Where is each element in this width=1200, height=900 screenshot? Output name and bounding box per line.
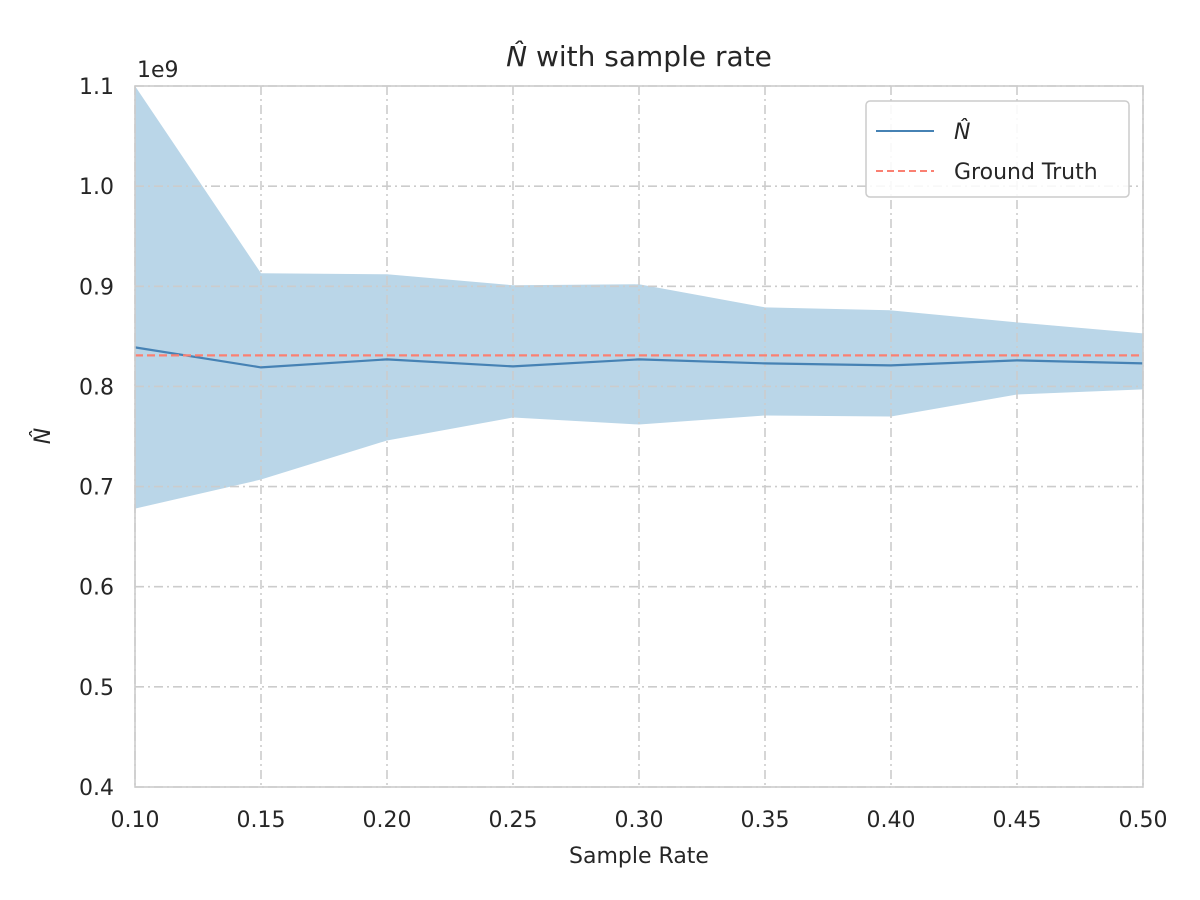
y-tick-label: 0.8 [79,375,114,400]
x-tick-label: 0.50 [1119,808,1168,833]
x-tick-label: 0.15 [237,808,286,833]
y-tick-label: 0.4 [79,776,114,801]
plot-area: 0.10 0.15 0.20 0.25 0.30 0.35 0.40 0.45 0.50 0.4 0… [79,75,1167,833]
tick-layer: 0.10 0.15 0.20 0.25 0.30 0.35 0.40 0.45 0.50 0.4 0… [79,75,1167,833]
y-tick-label: 0.9 [79,275,114,300]
x-tick-label: 0.35 [741,808,790,833]
chart-title: N̂ with sample rate [506,40,772,73]
y-axis-label: N̂ [30,428,56,444]
plot-frame [134,85,1144,788]
x-tick-label: 0.40 [867,808,916,833]
y-tick-label: 1.1 [79,75,114,100]
y-offset-label: 1e9 [137,58,179,83]
legend-box [865,100,1130,198]
y-tick-label: 1.0 [79,175,114,200]
chart-title-math: N̂ [506,40,527,73]
x-tick-label: 0.10 [111,808,160,833]
legend-label-ground-truth: Ground Truth [954,160,1098,185]
x-tick-label: 0.20 [363,808,412,833]
y-tick-label: 0.6 [79,576,114,601]
x-tick-label: 0.30 [615,808,664,833]
legend: N̂ Ground Truth [865,100,1130,198]
y-tick-label: 0.5 [79,676,114,701]
x-tick-label: 0.45 [993,808,1042,833]
x-axis-label: Sample Rate [569,844,709,869]
chart-title-text: with sample rate [527,40,772,73]
legend-label-estimate: N̂ [954,119,970,145]
y-tick-label: 0.7 [79,476,114,501]
x-tick-label: 0.25 [489,808,538,833]
